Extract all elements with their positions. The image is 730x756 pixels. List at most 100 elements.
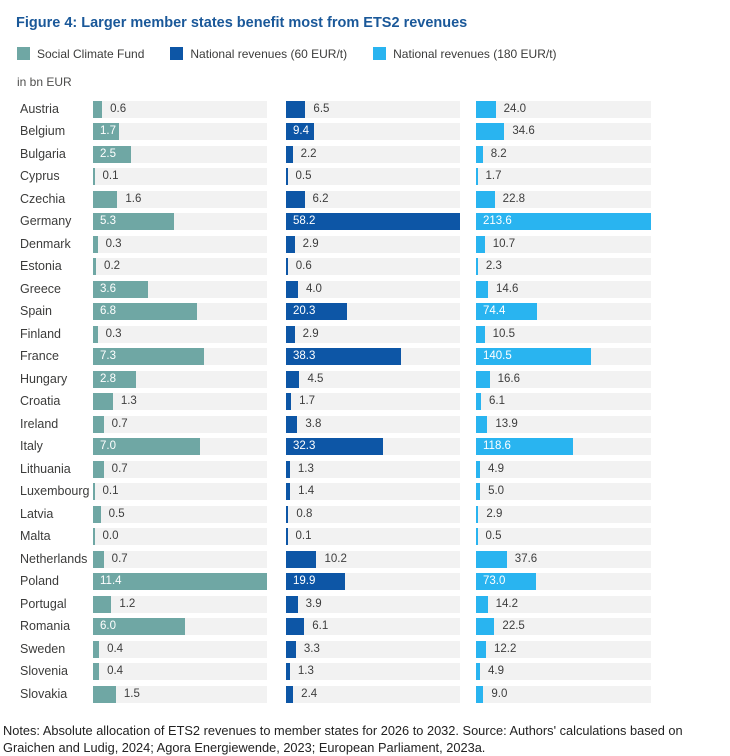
bar-value-label: 14.2 [495,597,519,610]
chart-row: Lithuania 0.7 1.3 4.9 [20,460,730,478]
country-label: Austria [20,101,59,116]
bar-value-label: 0.1 [102,170,119,183]
bar-value-label: 22.8 [502,192,526,205]
bar-value-label: 34.6 [512,125,535,138]
bar-nat180 [476,190,495,208]
bar-scf [93,258,97,276]
legend-label-nat180: National revenues (180 EUR/t) [393,46,557,61]
chart-row: Portugal 1.2 3.9 14.2 [20,595,730,613]
bar-nat180 [476,258,478,276]
bar-scf [93,438,200,456]
bar-scf [93,640,100,658]
bar-value-label: 20.3 [293,305,316,318]
bar-track-nat60: 0.5 [286,168,460,186]
bar-nat180 [476,618,495,636]
bar-track-scf: 0.4 [93,640,267,658]
bar-scf [93,550,104,568]
bar-value-label: 12.2 [493,642,517,655]
bar-nat180 [476,393,481,411]
bar-scf [93,370,136,388]
bar-scf [93,685,116,703]
bar-track-scf: 0.2 [93,258,267,276]
bar-track-nat60: 9.4 [286,123,460,141]
bar-scf [93,348,205,366]
bar-track-nat180: 4.9 [476,663,651,681]
chart-row: Latvia 0.5 0.8 2.9 [20,505,730,523]
bar-nat60 [286,168,288,186]
bar-scf [93,100,103,118]
bar-nat180 [476,235,485,253]
bar-track-nat180: 10.5 [476,325,651,343]
bar-nat180 [476,145,483,163]
bar-track-nat180: 22.5 [476,618,651,636]
bar-nat60 [286,640,296,658]
bar-value-label: 1.3 [120,395,137,408]
country-label: Bulgaria [20,146,66,161]
bar-value-label: 14.6 [495,282,519,295]
bar-value-label: 213.6 [483,215,512,228]
bar-nat60 [286,258,288,276]
bar-nat180 [476,123,505,141]
bar-nat180 [476,505,479,523]
bar-track-nat60: 3.8 [286,415,460,433]
bar-value-label: 2.8 [100,372,116,385]
bar-track-nat60: 0.6 [286,258,460,276]
country-label: Denmark [20,236,71,251]
bar-nat180 [476,100,496,118]
bar-value-label: 6.1 [488,395,505,408]
bar-track-nat60: 2.9 [286,235,460,253]
bar-track-scf: 11.4 [93,573,267,591]
country-label: Portugal [20,596,67,611]
bar-nat60 [286,325,295,343]
bar-value-label: 5.0 [488,485,505,498]
bar-track-nat180: 2.3 [476,258,651,276]
bar-nat180 [476,595,488,613]
bar-track-nat180: 12.2 [476,640,651,658]
chart-row: Belgium 1.7 9.4 34.6 [20,123,730,141]
bar-value-label: 3.3 [303,642,320,655]
bar-value-label: 1.3 [297,665,314,678]
bar-scf [93,595,112,613]
bar-track-scf: 0.4 [93,663,267,681]
bar-track-nat60: 1.3 [286,460,460,478]
country-label: France [20,349,59,364]
bar-value-label: 13.9 [495,417,518,430]
bar-track-nat180: 10.7 [476,235,651,253]
bar-track-scf: 0.3 [93,235,267,253]
bar-nat180 [476,370,490,388]
bar-scf [93,213,174,231]
bar-track-nat180: 9.0 [476,685,651,703]
country-label: Germany [20,214,72,229]
bar-value-label: 32.3 [293,440,316,453]
bar-value-label: 0.4 [107,665,124,678]
bar-track-scf: 7.3 [93,348,267,366]
bar-scf [93,145,132,163]
country-label: Estonia [20,259,62,274]
bar-track-scf: 3.6 [93,280,267,298]
country-label: Slovakia [20,686,68,701]
bar-scf [93,325,98,343]
bar-nat180 [476,528,478,546]
bar-nat60 [286,618,305,636]
bar-track-nat180: 1.7 [476,168,651,186]
bar-nat180 [476,550,507,568]
country-label: Croatia [20,394,61,409]
bar-track-scf: 0.1 [93,168,267,186]
bar-nat60 [286,145,293,163]
bar-track-scf: 6.0 [93,618,267,636]
bar-value-label: 74.4 [483,305,506,318]
bar-track-nat180: 140.5 [476,348,651,366]
bar-value-label: 0.3 [105,327,122,340]
legend-item-social-climate-fund: Social Climate Fund [17,47,144,61]
bar-track-nat180: 14.6 [476,280,651,298]
bar-scf [93,168,95,186]
bar-track-nat180: 0.5 [476,528,651,546]
chart-row: Spain 6.8 20.3 74.4 [20,303,730,321]
bar-track-nat180: 118.6 [476,438,651,456]
bar-value-label: 2.5 [100,147,116,160]
bar-nat180 [476,280,488,298]
legend-label-scf: Social Climate Fund [37,46,145,61]
bar-nat60 [286,393,292,411]
bar-track-scf: 1.3 [93,393,267,411]
